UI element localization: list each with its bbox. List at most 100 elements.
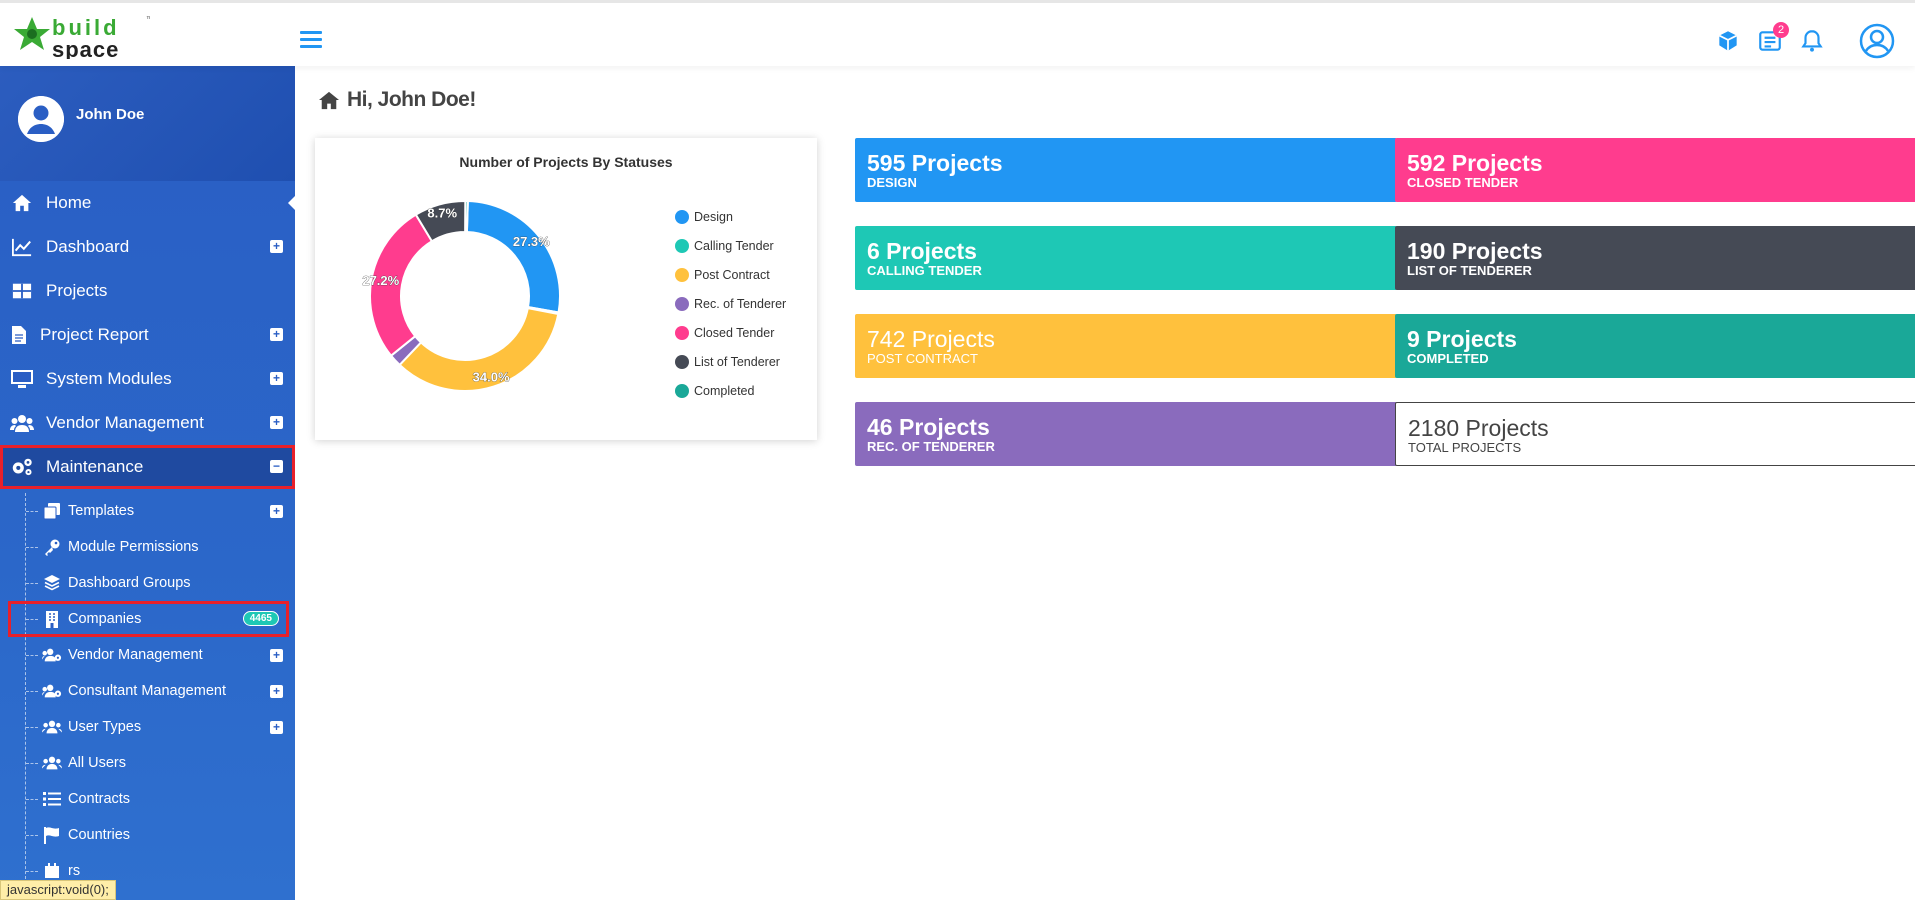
submenu-item-contracts[interactable]: Contracts — [0, 781, 295, 817]
submenu-item-label: All Users — [68, 755, 127, 771]
expand-icon[interactable]: + — [270, 685, 283, 698]
bell-icon[interactable] — [1799, 28, 1825, 54]
sidebar-item-vendor-management[interactable]: Vendor Management + — [0, 401, 295, 445]
flag-icon — [42, 826, 62, 844]
page-title: Hi, John Doe! — [317, 88, 476, 112]
status-card-list-of-tenderer[interactable]: 190 Projects LIST OF TENDERER — [1395, 226, 1915, 290]
legend-label: Design — [694, 209, 733, 224]
sidebar-item-label: Maintenance — [46, 457, 144, 476]
legend-item[interactable]: Calling Tender — [675, 231, 786, 260]
monitor-icon — [10, 368, 34, 390]
submenu-item-user-types[interactable]: User Types + — [0, 709, 295, 745]
sidebar-item-label: System Modules — [46, 369, 172, 388]
chart-legend: Design Calling Tender Post Contract Rec. of… — [675, 202, 786, 405]
submenu-item-label: Module Permissions — [68, 539, 199, 555]
menu-toggle-icon[interactable] — [300, 31, 322, 49]
gears-icon — [10, 456, 34, 478]
card-label: CALLING TENDER — [867, 263, 982, 278]
users-icon — [42, 718, 62, 736]
legend-item[interactable]: Closed Tender — [675, 318, 786, 347]
card-value: 2180 Projects — [1408, 415, 1549, 441]
submenu-item-all-users[interactable]: All Users — [0, 745, 295, 781]
legend-label: Post Contract — [694, 267, 770, 282]
expand-icon[interactable]: + — [270, 649, 283, 662]
submenu-item-module-permissions[interactable]: Module Permissions — [0, 529, 295, 565]
submenu-item-dashboard-groups[interactable]: Dashboard Groups — [0, 565, 295, 601]
submenu-item-label: Companies — [68, 611, 142, 627]
submenu-item-label: rs — [68, 863, 81, 879]
user-avatar-icon[interactable] — [1859, 23, 1895, 59]
submenu-item-label: Dashboard Groups — [68, 575, 191, 591]
sidebar-item-project-report[interactable]: Project Report + — [0, 313, 295, 357]
pie-slice-post-contract[interactable] — [398, 307, 560, 392]
grid-icon — [10, 280, 34, 302]
sidebar-item-home[interactable]: Home — [0, 181, 295, 225]
legend-color-dot — [675, 209, 689, 224]
svg-text:build: build — [52, 15, 120, 40]
legend-color-dot — [675, 238, 689, 253]
legend-item[interactable]: Completed — [675, 376, 786, 405]
tasks-icon[interactable]: 2 — [1757, 22, 1789, 54]
home-icon — [319, 91, 339, 110]
status-card-closed-tender[interactable]: 592 Projects CLOSED TENDER — [1395, 138, 1915, 202]
status-card-design[interactable]: 595 Projects DESIGN — [855, 138, 1397, 202]
expand-icon[interactable]: + — [270, 505, 283, 518]
submenu-item-label: Templates — [68, 503, 135, 519]
legend-color-dot — [675, 267, 689, 282]
copy-icon — [42, 502, 62, 520]
avatar[interactable] — [18, 96, 64, 142]
submenu-item-label: Contracts — [68, 791, 131, 807]
legend-item[interactable]: Design — [675, 202, 786, 231]
expand-icon[interactable]: + — [270, 721, 283, 734]
collapse-icon[interactable]: − — [270, 460, 283, 473]
sidebar-item-label: Vendor Management — [46, 413, 204, 432]
status-card-rec-of-tenderer[interactable]: 46 Projects REC. OF TENDERER — [855, 402, 1397, 466]
sidebar-item-system-modules[interactable]: System Modules + — [0, 357, 295, 401]
submenu-item-vendor-management[interactable]: Vendor Management + — [0, 637, 295, 673]
card-label: COMPLETED — [1407, 351, 1489, 366]
expand-icon[interactable]: + — [270, 240, 283, 253]
maintenance-submenu: Templates + Module Permissions Dashboard… — [0, 493, 295, 889]
submenu-item-consultant-management[interactable]: Consultant Management + — [0, 673, 295, 709]
sidebar-item-label: Dashboard — [46, 237, 130, 256]
sidebar-item-maintenance[interactable]: Maintenance − — [0, 445, 295, 489]
status-card-post-contract[interactable]: 742 Projects POST CONTRACT — [855, 314, 1397, 378]
legend-label: Completed — [694, 383, 755, 398]
legend-color-dot — [675, 383, 689, 398]
legend-item[interactable]: Rec. of Tenderer — [675, 289, 786, 318]
legend-label: Rec. of Tenderer — [694, 296, 787, 311]
submenu-item-templates[interactable]: Templates + — [0, 493, 295, 529]
pie-slice-design[interactable] — [465, 200, 561, 314]
status-card-completed[interactable]: 9 Projects COMPLETED — [1395, 314, 1915, 378]
card-label: LIST OF TENDERER — [1407, 263, 1532, 278]
pie-slice-completed[interactable] — [464, 199, 469, 234]
projects-status-chart: Number of Projects By Statuses 27.3% 34.0… — [315, 138, 817, 440]
card-value: 742 Projects — [867, 326, 995, 352]
sidebar-item-dashboard[interactable]: Dashboard + — [0, 225, 295, 269]
legend-label: List of Tenderer — [694, 354, 780, 369]
expand-icon[interactable]: + — [270, 416, 283, 429]
legend-item[interactable]: List of Tenderer — [675, 347, 786, 376]
submenu-item-partial[interactable]: rs — [0, 853, 295, 889]
status-card-calling-tender[interactable]: 6 Projects CALLING TENDER — [855, 226, 1397, 290]
card-label: REC. OF TENDERER — [867, 439, 995, 454]
cube-icon[interactable] — [1715, 28, 1741, 54]
card-value: 46 Projects — [867, 414, 990, 440]
sidebar-item-projects[interactable]: Projects — [0, 269, 295, 313]
legend-item[interactable]: Post Contract — [675, 260, 786, 289]
status-card-total-projects[interactable]: 2180 Projects TOTAL PROJECTS — [1395, 402, 1915, 466]
expand-icon[interactable]: + — [270, 372, 283, 385]
submenu-item-label: Vendor Management — [68, 647, 203, 663]
card-value: 592 Projects — [1407, 150, 1543, 176]
buildspace-logo[interactable]: build space ™ — [10, 13, 153, 62]
submenu-item-countries[interactable]: Countries — [0, 817, 295, 853]
greeting-text: Hi, John Doe! — [347, 88, 476, 111]
submenu-item-companies[interactable]: Companies 4465 — [8, 601, 289, 637]
users-cog-icon — [42, 682, 62, 700]
users-icon — [10, 412, 34, 434]
slice-data-label: 8.7% — [427, 206, 457, 221]
expand-icon[interactable]: + — [270, 328, 283, 341]
legend-color-dot — [675, 354, 689, 369]
user-name: John Doe — [76, 106, 145, 123]
card-label: TOTAL PROJECTS — [1408, 440, 1522, 455]
